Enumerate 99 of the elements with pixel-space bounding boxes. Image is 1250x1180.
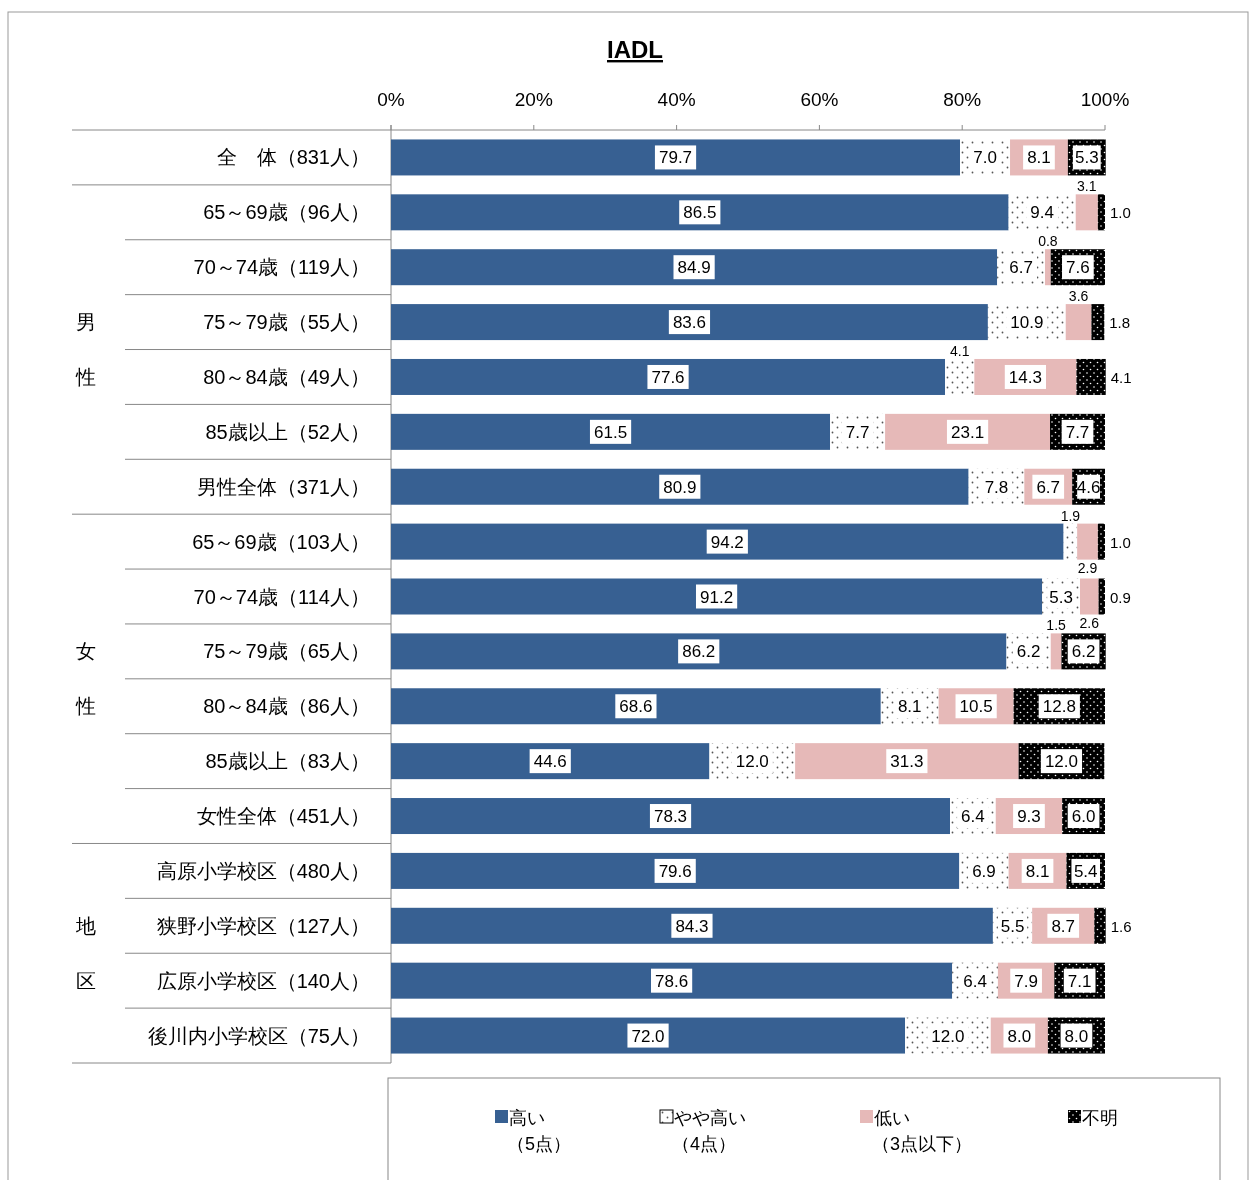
data-label: 77.6: [651, 367, 685, 387]
data-label: 12.0: [735, 752, 769, 772]
data-label: 79.6: [658, 861, 692, 881]
y-tick-label: 後川内小学校区（75人）: [147, 1024, 370, 1047]
data-label: 12.0: [1044, 752, 1078, 772]
data-label: 8.1: [1025, 861, 1050, 881]
data-label: 86.5: [683, 203, 717, 223]
x-tick-label: 80%: [943, 89, 982, 110]
data-label: 7.0: [973, 148, 997, 168]
y-tick-label: 75～79歳（55人）: [203, 311, 370, 334]
x-tick-label: 100%: [1080, 89, 1130, 110]
data-label: 31.3: [890, 752, 924, 772]
y-tick-label: 65～69歳（96人）: [203, 201, 370, 224]
legend-label: 高い（5点）: [507, 1108, 572, 1154]
text: 地区: [76, 914, 96, 992]
data-label: 8.0: [1007, 1026, 1032, 1046]
y-tick-label: 75～79歳（65人）: [203, 640, 370, 663]
y-tick-label: 全 体（831人）: [216, 146, 370, 169]
data-label: 5.4: [1073, 861, 1098, 881]
data-label: 23.1: [951, 422, 985, 442]
data-label: 10.9: [1010, 313, 1044, 333]
x-tick-label: 0%: [377, 89, 405, 110]
data-label: 6.7: [1009, 258, 1033, 278]
y-tick-label: 女性全体（451人）: [196, 805, 370, 828]
data-label: 10.5: [959, 697, 993, 717]
data-label: 5.3: [1049, 587, 1073, 607]
data-label: 5.3: [1074, 148, 1099, 168]
data-label: 3.1: [1077, 178, 1097, 195]
chart-title: IADL: [607, 36, 663, 63]
data-label: 1.6: [1110, 917, 1132, 935]
data-label: 44.6: [533, 752, 567, 772]
data-label: 7.7: [845, 422, 870, 442]
legend-label: 不明: [1082, 1108, 1118, 1128]
x-tick-label: 60%: [800, 89, 839, 110]
legend-label: やや高い（4点）: [672, 1108, 746, 1154]
data-label: 9.4: [1030, 203, 1054, 223]
data-label: 86.2: [682, 642, 716, 662]
data-label: 1.9: [1060, 507, 1081, 524]
data-label: 0.9: [1110, 588, 1131, 606]
data-label: 68.6: [619, 697, 653, 717]
x-tick-label: 40%: [657, 89, 696, 110]
data-label: 94.2: [710, 532, 744, 552]
data-label: 7.8: [984, 477, 1009, 497]
data-label: 7.1: [1067, 971, 1092, 991]
text: 男性: [76, 311, 96, 389]
data-label: 83.6: [672, 313, 706, 333]
y-tick-label: 70～74歳（114人）: [193, 585, 370, 608]
data-label: 79.7: [658, 148, 693, 168]
data-label: 8.1: [897, 697, 922, 717]
data-label: 6.4: [961, 807, 985, 827]
data-label: 1.5: [1046, 617, 1067, 634]
data-label: 78.6: [655, 971, 689, 991]
y-tick-label: 85歳以上（83人）: [205, 750, 370, 773]
data-label: 61.5: [594, 422, 628, 442]
legend-label: 低い（3点以下）: [872, 1108, 973, 1154]
data-label: 6.0: [1071, 807, 1096, 827]
data-label: 6.4: [963, 971, 987, 991]
data-label: 6.9: [972, 861, 996, 881]
y-tick-label: 70～74歳（119人）: [193, 256, 370, 279]
data-label: 4.1: [949, 342, 970, 359]
data-label: 78.3: [653, 807, 688, 827]
data-label: 7.6: [1066, 258, 1090, 278]
data-label: 9.3: [1017, 807, 1041, 827]
data-label: 1.0: [1110, 204, 1131, 222]
data-label: 12.0: [931, 1026, 965, 1046]
data-label: 14.3: [1008, 367, 1042, 387]
data-label: 8.7: [1051, 916, 1076, 936]
data-label: 1.8: [1109, 314, 1131, 332]
data-label: 12.8: [1042, 697, 1076, 717]
data-label: 80.9: [663, 477, 697, 497]
data-label: 84.3: [675, 916, 709, 936]
y-tick-label: 狭野小学校区（127人）: [156, 914, 370, 937]
y-tick-label: 85歳以上（52人）: [205, 420, 370, 443]
data-label: 91.2: [700, 587, 734, 607]
data-label: 84.9: [677, 258, 711, 278]
data-label: 0.8: [1038, 233, 1058, 250]
data-label: 8.0: [1064, 1026, 1089, 1046]
data-label: 2.9: [1077, 559, 1098, 576]
x-tick-label: 20%: [514, 89, 553, 110]
data-label: 2.6: [1079, 614, 1100, 631]
data-label: 7.9: [1014, 971, 1038, 991]
data-label: 6.7: [1036, 477, 1061, 497]
y-tick-label: 高原小学校区（480人）: [156, 859, 370, 882]
data-label: 6.2: [1016, 642, 1041, 662]
y-tick-label: 男性全体（371人）: [196, 475, 370, 498]
data-label: 7.7: [1065, 422, 1090, 442]
data-label: 1.0: [1110, 533, 1131, 551]
y-tick-label: 80～84歳（86人）: [203, 695, 370, 718]
data-label: 6.2: [1071, 642, 1096, 662]
data-label: 72.0: [631, 1026, 665, 1046]
data-label: 5.5: [1000, 916, 1025, 936]
text: 女性: [76, 640, 96, 718]
data-label: 8.1: [1027, 148, 1051, 168]
data-label: 3.6: [1068, 288, 1089, 305]
data-label: 4.6: [1076, 477, 1101, 497]
y-tick-label: 広原小学校区（140人）: [156, 969, 370, 992]
data-label: 4.1: [1110, 368, 1132, 386]
y-tick-label: 80～84歳（49人）: [203, 365, 370, 388]
y-tick-label: 65～69歳（103人）: [192, 530, 370, 553]
